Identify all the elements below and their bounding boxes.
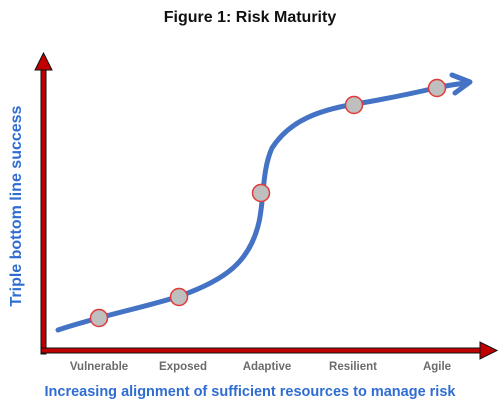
- stage-label-resilient: Resilient: [329, 361, 377, 373]
- stage-marker-agile: [427, 78, 447, 98]
- x-axis-arrowhead: [479, 341, 499, 360]
- stage-marker-adaptive: [251, 183, 271, 203]
- y-axis-bar: [40, 67, 47, 355]
- maturity-curve: [55, 80, 469, 333]
- stage-label-vulnerable: Vulnerable: [69, 361, 129, 373]
- x-axis-bar: [40, 347, 484, 354]
- x-axis-label: Increasing alignment of sufficient resou…: [44, 384, 456, 400]
- curve-arrowhead: [449, 72, 473, 96]
- stage-marker-exposed: [169, 287, 189, 307]
- stage-label-agile: Agile: [422, 361, 452, 373]
- stage-marker-vulnerable: [89, 308, 109, 328]
- y-axis-arrowhead: [34, 51, 53, 71]
- figure-title: Figure 1: Risk Maturity: [163, 9, 337, 26]
- stage-label-exposed: Exposed: [159, 361, 207, 373]
- stage-label-adaptive: Adaptive: [242, 361, 292, 373]
- y-axis-label: Triple bottom line success: [8, 105, 25, 307]
- stage-marker-resilient: [344, 95, 364, 115]
